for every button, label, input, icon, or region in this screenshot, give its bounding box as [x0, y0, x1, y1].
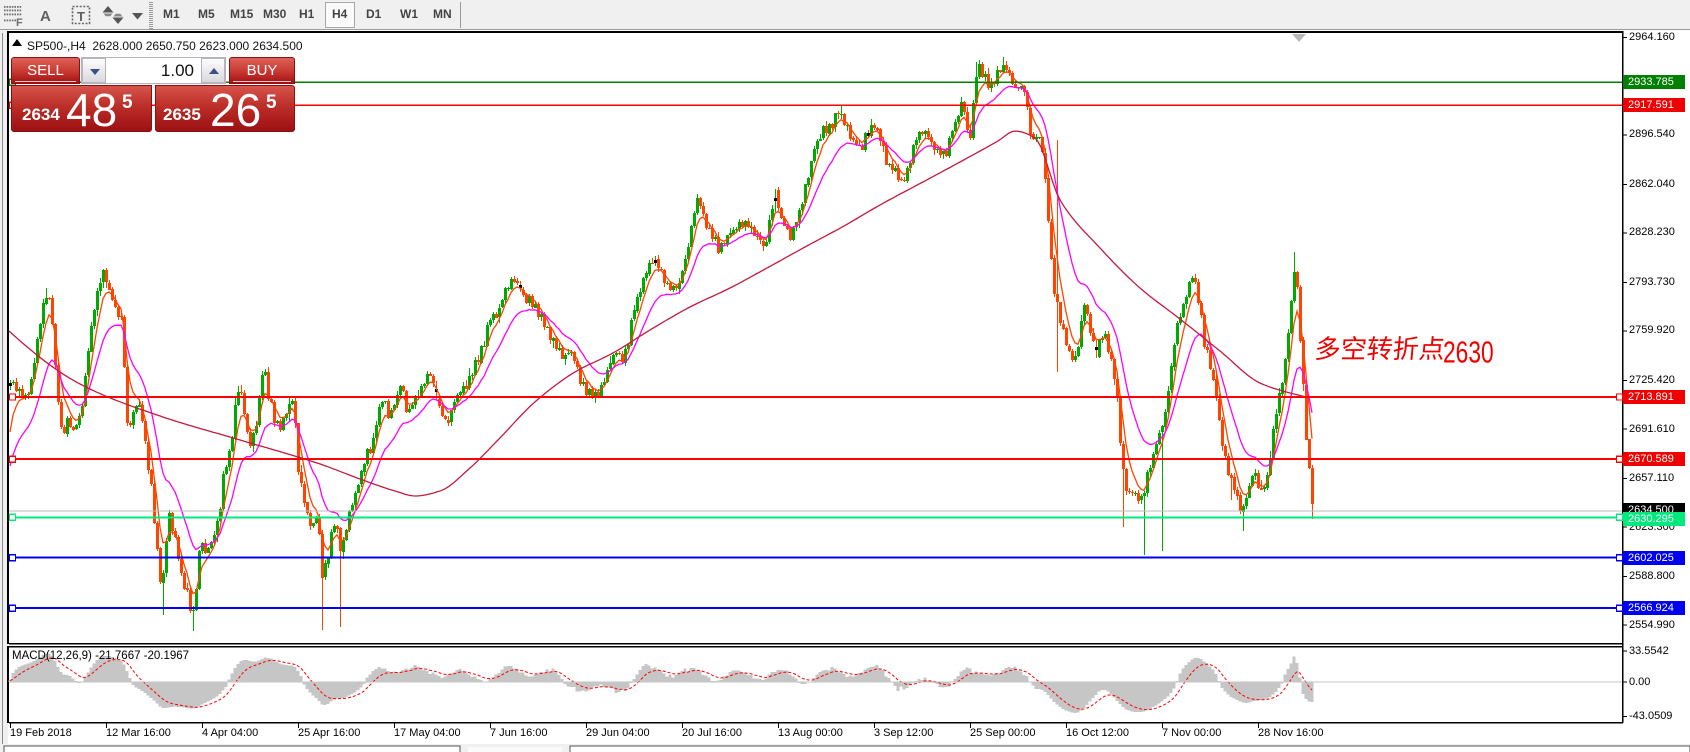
svg-text:2630: 2630 — [1443, 335, 1494, 369]
svg-text:A: A — [40, 8, 51, 25]
svg-text:T: T — [77, 9, 85, 24]
svg-text:F: F — [16, 17, 23, 29]
